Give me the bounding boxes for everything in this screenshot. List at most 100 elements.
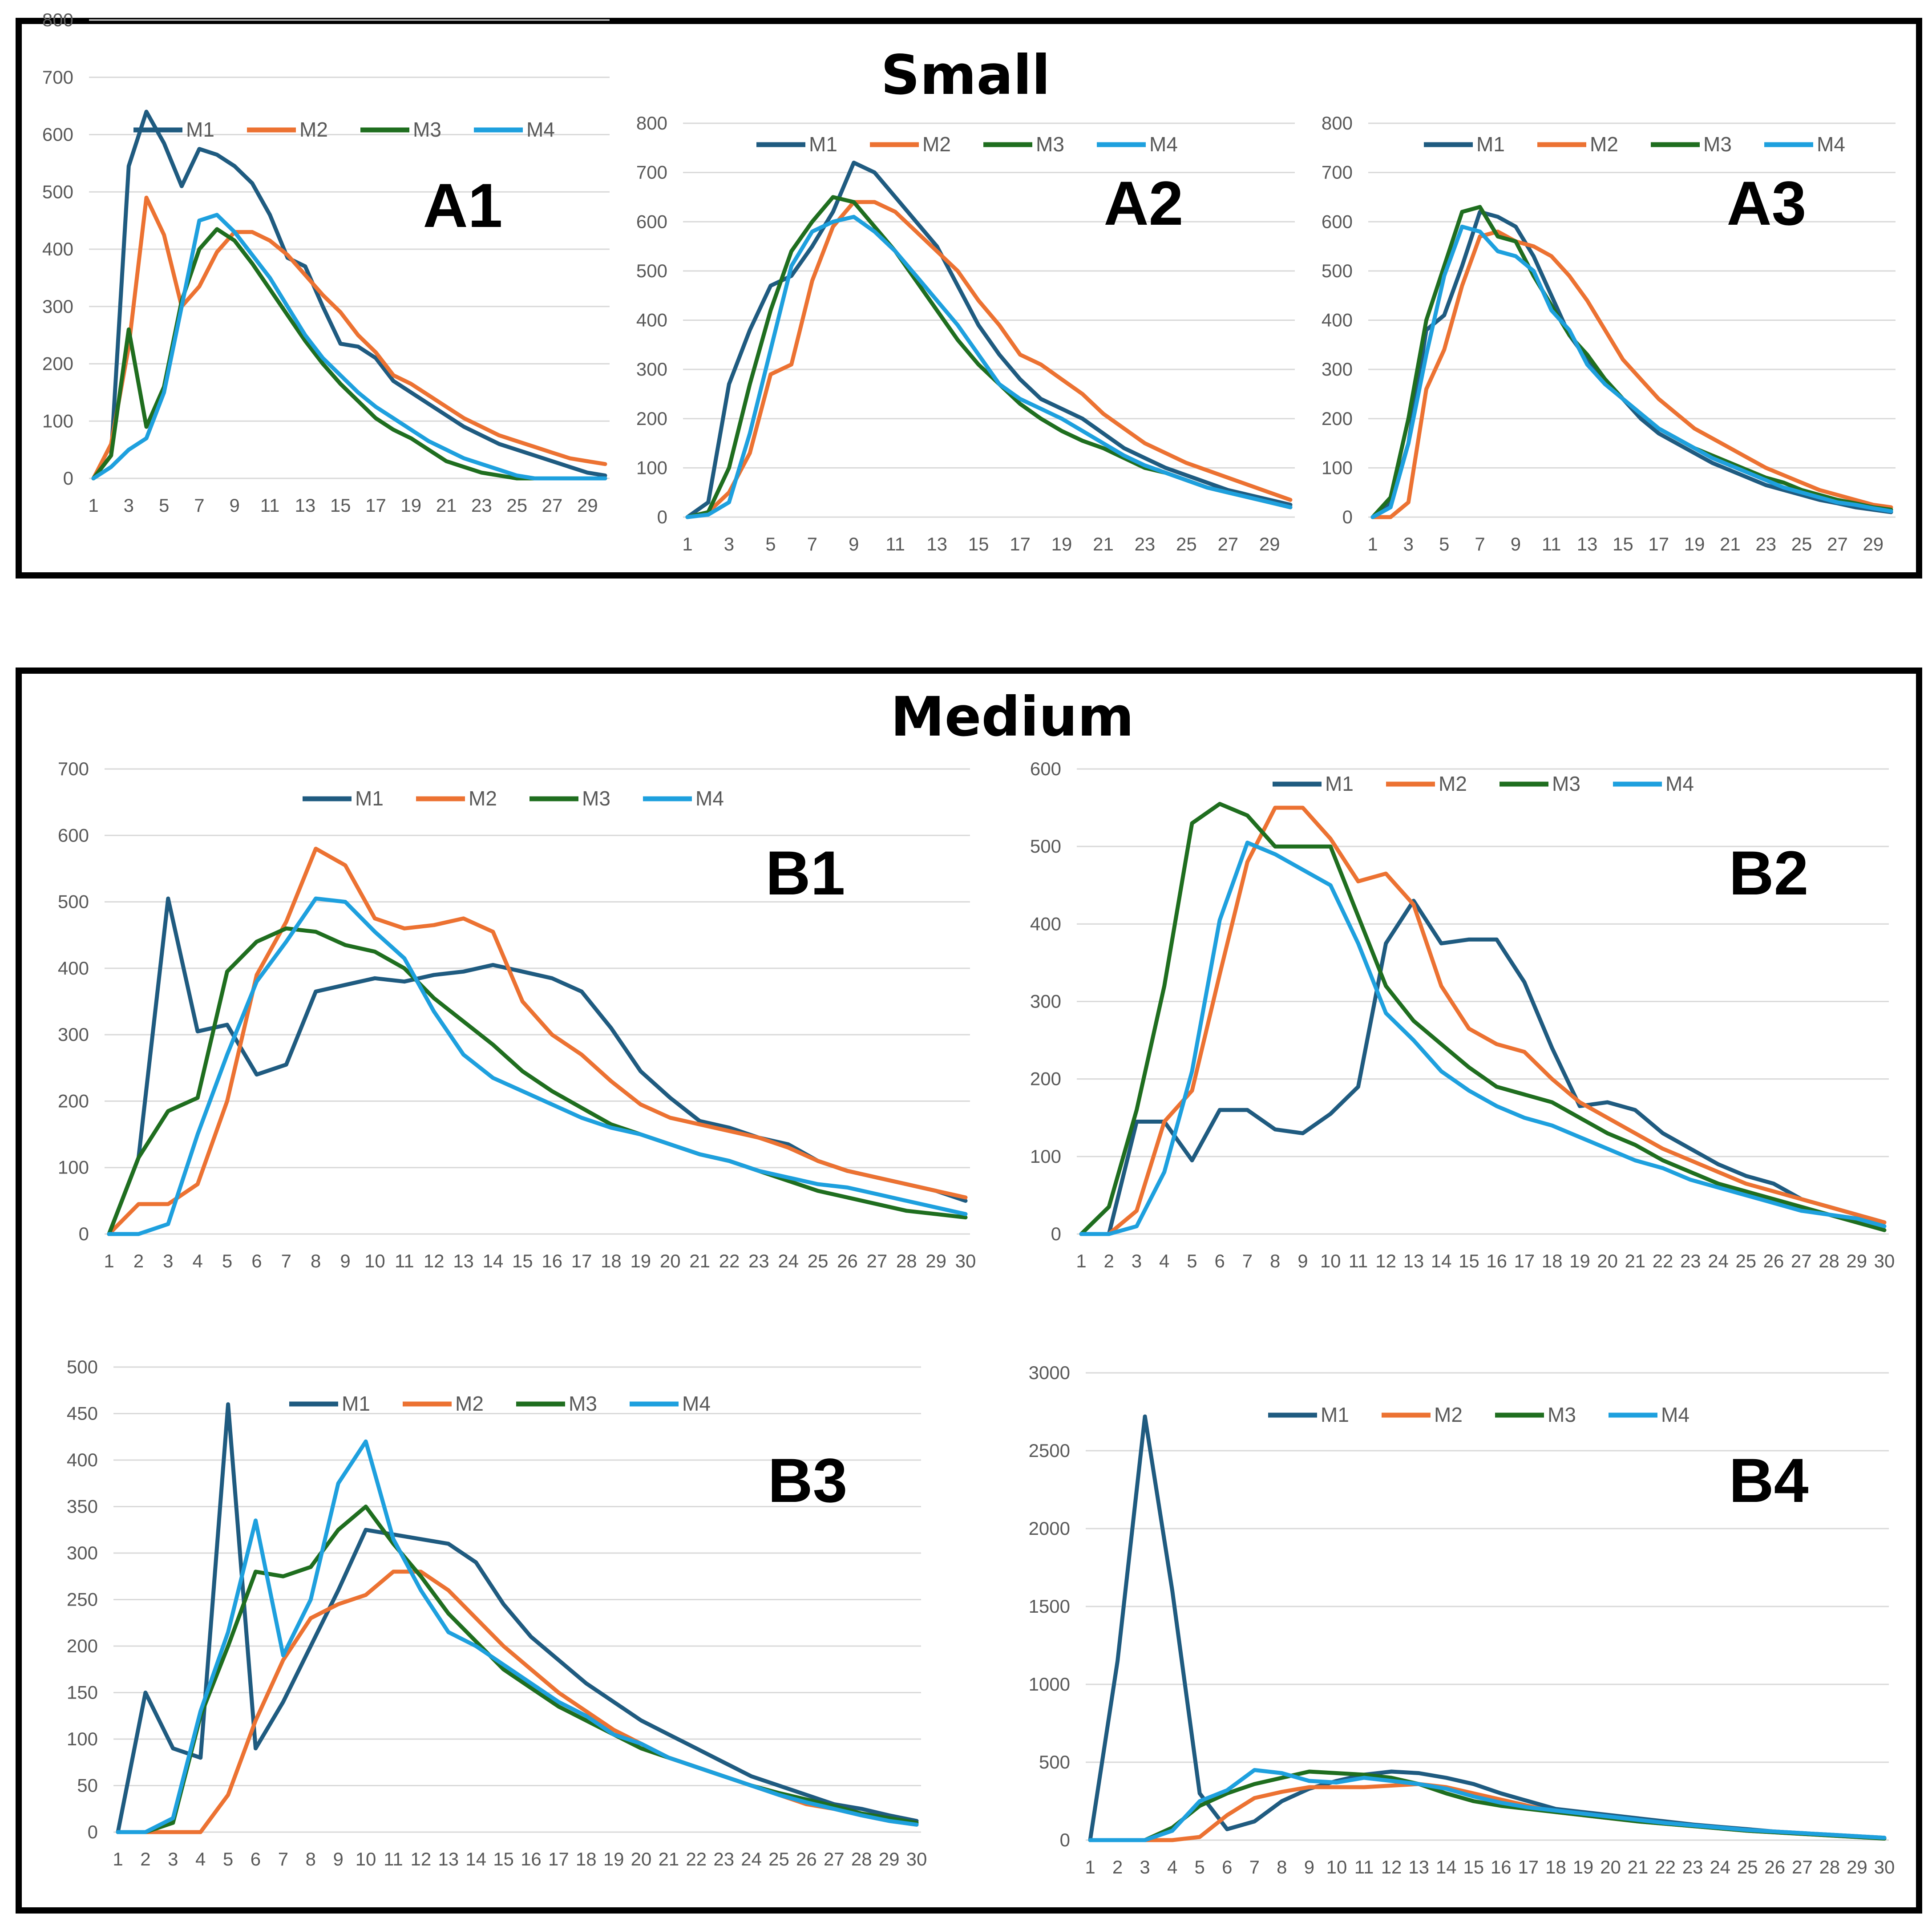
x-tick-label: 26 — [1763, 1250, 1784, 1271]
x-tick-label: 18 — [1545, 1857, 1566, 1877]
y-tick-label: 100 — [636, 457, 667, 478]
small-title: Small — [881, 44, 1051, 107]
legend-label-m4: M4 — [1661, 1403, 1689, 1426]
x-tick-label: 5 — [222, 1250, 232, 1271]
x-tick-label: 17 — [571, 1250, 592, 1271]
x-tick-label: 13 — [1577, 534, 1598, 554]
x-tick-label: 19 — [1573, 1857, 1594, 1877]
x-tick-label: 7 — [807, 534, 817, 554]
x-tick-label: 5 — [1187, 1250, 1197, 1271]
x-tick-label: 17 — [548, 1849, 569, 1869]
x-tick-label: 13 — [295, 495, 316, 516]
y-tick-label: 2500 — [1029, 1440, 1070, 1461]
y-tick-label: 1500 — [1029, 1596, 1070, 1617]
series-line-m2 — [685, 200, 1293, 519]
x-tick-label: 19 — [1569, 1250, 1590, 1271]
x-tick-label: 23 — [713, 1849, 734, 1869]
x-tick-label: 12 — [424, 1250, 445, 1271]
legend-label-m1: M1 — [355, 787, 384, 810]
y-tick-label: 500 — [1030, 836, 1061, 857]
legend-label-m3: M3 — [1036, 133, 1064, 156]
x-tick-label: 7 — [278, 1849, 288, 1869]
x-tick-label: 8 — [1277, 1857, 1287, 1877]
x-tick-label: 17 — [1514, 1250, 1535, 1271]
y-tick-label: 400 — [42, 239, 73, 259]
y-tick-label: 500 — [42, 181, 73, 202]
x-tick-label: 25 — [1737, 1857, 1758, 1877]
series-line-m4 — [116, 1439, 919, 1834]
y-tick-label: 200 — [1030, 1068, 1061, 1089]
series-line-m2 — [91, 195, 607, 481]
y-tick-label: 500 — [636, 260, 667, 281]
y-tick-label: 400 — [58, 958, 89, 979]
x-tick-label: 8 — [311, 1250, 321, 1271]
series-line-m1 — [107, 896, 968, 1236]
x-tick-label: 3 — [1403, 534, 1414, 554]
y-tick-label: 200 — [42, 353, 73, 374]
y-tick-label: 350 — [67, 1496, 98, 1517]
x-tick-label: 23 — [471, 495, 492, 516]
y-tick-label: 700 — [42, 67, 73, 88]
x-tick-label: 24 — [1710, 1857, 1730, 1877]
x-tick-label: 25 — [1735, 1250, 1756, 1271]
legend-label-m1: M1 — [1325, 772, 1354, 795]
x-tick-label: 29 — [1847, 1857, 1867, 1877]
x-tick-label: 18 — [576, 1849, 597, 1869]
legend-label-m4: M4 — [526, 118, 555, 141]
x-tick-label: 8 — [1270, 1250, 1280, 1271]
x-tick-label: 23 — [1682, 1857, 1703, 1877]
series-line-m4 — [91, 213, 607, 481]
x-tick-label: 21 — [659, 1849, 679, 1869]
y-tick-label: 200 — [58, 1090, 89, 1111]
y-tick-label: 0 — [1342, 506, 1353, 527]
x-tick-label: 22 — [1655, 1857, 1676, 1877]
series-line-m3 — [107, 926, 968, 1236]
y-tick-label: 800 — [1322, 113, 1353, 134]
x-tick-label: 24 — [1708, 1250, 1729, 1271]
y-tick-label: 600 — [58, 825, 89, 846]
x-tick-label: 1 — [1085, 1857, 1095, 1877]
x-tick-label: 19 — [400, 495, 421, 516]
x-tick-label: 28 — [896, 1250, 917, 1271]
x-tick-label: 27 — [824, 1849, 845, 1869]
x-tick-label: 30 — [1874, 1250, 1895, 1271]
x-tick-label: 25 — [1176, 534, 1197, 554]
legend-label-m4: M4 — [1149, 133, 1178, 156]
y-tick-label: 600 — [1030, 758, 1061, 779]
x-tick-label: 23 — [1755, 534, 1776, 554]
legend-label-m2: M2 — [455, 1392, 484, 1415]
x-tick-label: 4 — [195, 1849, 206, 1869]
y-tick-label: 700 — [58, 758, 89, 779]
x-tick-label: 6 — [1215, 1250, 1225, 1271]
y-tick-label: 400 — [1030, 913, 1061, 934]
x-tick-label: 17 — [1010, 534, 1031, 554]
x-tick-label: 21 — [1720, 534, 1741, 554]
x-tick-label: 3 — [724, 534, 734, 554]
x-tick-label: 15 — [512, 1250, 533, 1271]
x-tick-label: 29 — [1259, 534, 1280, 554]
x-tick-label: 11 — [395, 1250, 414, 1271]
x-tick-label: 27 — [867, 1250, 888, 1271]
x-tick-label: 14 — [483, 1250, 504, 1271]
y-tick-label: 600 — [42, 124, 73, 145]
x-tick-label: 7 — [1249, 1857, 1260, 1877]
x-tick-label: 21 — [1625, 1250, 1645, 1271]
x-tick-label: 29 — [1846, 1250, 1867, 1271]
x-tick-label: 18 — [601, 1250, 622, 1271]
y-tick-label: 300 — [1030, 991, 1061, 1012]
y-tick-label: 500 — [1322, 260, 1353, 281]
legend-label-m4: M4 — [695, 787, 724, 810]
y-tick-label: 300 — [42, 296, 73, 317]
y-tick-label: 700 — [1322, 162, 1353, 183]
legend-label-m2: M2 — [922, 133, 951, 156]
x-tick-label: 16 — [542, 1250, 562, 1271]
x-tick-label: 23 — [748, 1250, 769, 1271]
x-tick-label: 2 — [1112, 1857, 1123, 1877]
y-tick-label: 300 — [636, 359, 667, 380]
y-tick-label: 300 — [58, 1024, 89, 1045]
series-line-m1 — [685, 161, 1293, 519]
